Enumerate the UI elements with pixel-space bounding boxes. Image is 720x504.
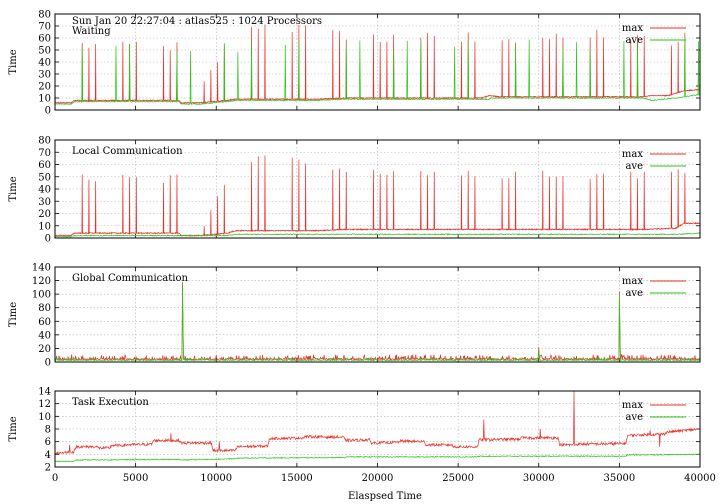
y-axis-label: Time [8, 302, 19, 327]
plot-frame [54, 266, 701, 363]
y-axis-label: Time [8, 176, 19, 201]
y-tick-label: 10 [38, 412, 51, 423]
legend-label-max: max [622, 23, 643, 34]
y-tick-label: 0 [45, 358, 51, 369]
x-tick-label: 30000 [523, 473, 555, 484]
x-tick-label: 25000 [442, 473, 474, 484]
y-tick-label: 10 [38, 94, 51, 105]
y-tick-label: 120 [32, 276, 51, 287]
legend-label-ave: ave [625, 161, 643, 172]
y-tick-label: 0 [45, 234, 51, 245]
legend-label-ave: ave [625, 35, 643, 46]
legend-label-max: max [622, 400, 643, 411]
y-tick-label: 8 [45, 425, 51, 436]
panel-title: Local Communication [72, 146, 183, 157]
y-tick-label: 140 [32, 263, 51, 274]
y-tick-label: 6 [45, 437, 51, 448]
series-line-ave [54, 453, 701, 463]
y-tick-label: 2 [45, 463, 51, 474]
x-tick-label: 5000 [123, 473, 148, 484]
legend-label-max: max [622, 149, 643, 160]
y-tick-label: 70 [38, 148, 51, 159]
y-tick-label: 4 [45, 450, 51, 461]
y-tick-label: 0 [45, 106, 51, 117]
panel-title: Waiting [72, 26, 111, 37]
legend-label-max: max [622, 276, 643, 287]
y-tick-label: 40 [38, 330, 51, 341]
plot-frame [54, 13, 701, 111]
x-tick-label: 15000 [281, 473, 313, 484]
y-tick-label: 12 [38, 399, 51, 410]
x-axis-label: Elaspsed Time [348, 491, 422, 502]
y-tick-label: 14 [38, 387, 51, 398]
y-tick-label: 40 [38, 58, 51, 69]
panel-3: 0 20 40 60 80 100 120 140 Time Global Communicati… [8, 263, 701, 369]
x-tick-label: 0 [52, 473, 58, 484]
y-tick-label: 100 [32, 290, 51, 301]
y-tick-label: 50 [38, 46, 51, 57]
y-tick-label: 80 [38, 303, 51, 314]
x-tick-label: 35000 [603, 473, 635, 484]
series-line-max [54, 155, 701, 237]
y-tick-label: 10 [38, 221, 51, 232]
legend-label-ave: ave [625, 288, 643, 299]
chart-header: Sun Jan 20 22:27:04 : atlas525 : 1024 Pr… [72, 16, 322, 27]
y-tick-label: 20 [38, 82, 51, 93]
y-tick-label: 70 [38, 22, 51, 33]
legend-label-ave: ave [625, 412, 643, 423]
y-tick-label: 30 [38, 70, 51, 81]
y-tick-label: 40 [38, 185, 51, 196]
x-tick-label: 40000 [684, 473, 716, 484]
x-tick-label: 10000 [200, 473, 232, 484]
y-tick-label: 60 [38, 34, 51, 45]
plot-frame [54, 390, 701, 468]
y-tick-label: 50 [38, 172, 51, 183]
y-tick-label: 80 [38, 136, 51, 147]
series-line-ave [54, 37, 701, 106]
y-tick-label: 60 [38, 317, 51, 328]
y-tick-label: 60 [38, 160, 51, 171]
y-tick-label: 20 [38, 344, 51, 355]
series-line-ave [54, 232, 701, 238]
y-tick-label: 30 [38, 197, 51, 208]
series-line-max [54, 24, 701, 104]
y-tick-label: 20 [38, 209, 51, 220]
x-tick-label: 20000 [362, 473, 394, 484]
series-line-max [54, 390, 701, 456]
series-line-max [54, 281, 701, 362]
series-line-ave [54, 283, 701, 362]
panel-title: Global Communication [72, 273, 188, 284]
y-axis-label: Time [8, 416, 19, 441]
plot-frame [54, 139, 701, 239]
y-axis-label: Time [8, 49, 19, 74]
y-tick-label: 80 [38, 10, 51, 21]
panel-title: Task Execution [72, 397, 149, 408]
